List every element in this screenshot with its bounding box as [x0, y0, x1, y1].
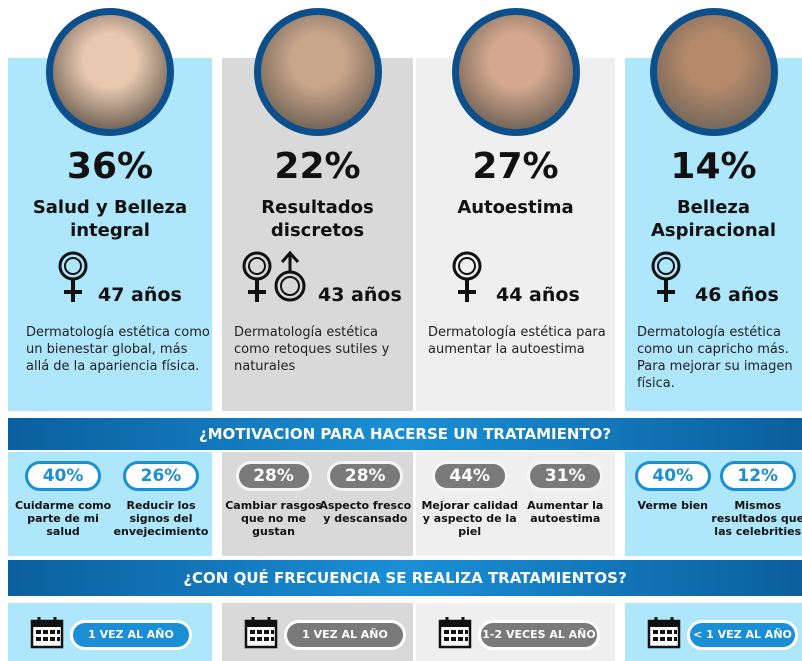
- percent: 27%: [416, 146, 615, 187]
- calendar-icon: [30, 615, 64, 649]
- photo: [650, 8, 778, 136]
- segment-title: Salud y Belleza integral: [18, 196, 202, 242]
- infographic: ¿MOTIVACION PARA HACERSE UN TRATAMIENTO?…: [0, 0, 802, 661]
- frequency-banner: ¿CON QUÉ FRECUENCIA SE REALIZA TRATAMIEN…: [8, 560, 802, 596]
- motivation-label: Aumentar la autoestima: [515, 499, 615, 525]
- frequency: 1-2 VECES AL AÑO: [478, 620, 600, 650]
- motivation-label: Cuidarme como parte de mi salud: [13, 499, 113, 538]
- age: 43 años: [318, 284, 402, 306]
- frequency: 1 VEZ AL AÑO: [284, 620, 406, 650]
- motivation-percent: 26%: [123, 461, 199, 491]
- motivation-percent: 44%: [432, 461, 508, 491]
- segment-title: Belleza Aspiracional: [635, 196, 792, 242]
- description: Dermatología estética como un capricho m…: [637, 324, 794, 392]
- age: 44 años: [496, 284, 580, 306]
- motivation-percent: 12%: [720, 461, 796, 491]
- motivation-label: Cambiar rasgos que no me gustan: [224, 499, 324, 538]
- percent: 36%: [8, 146, 212, 187]
- motivation-label: Mismos resultados que las celebrities: [708, 499, 802, 538]
- motivation-percent: 40%: [25, 461, 101, 491]
- calendar: [244, 615, 278, 653]
- photo: [254, 8, 382, 136]
- calendar-icon: [438, 615, 472, 649]
- motivation-label: Reducir los signos del envejecimiento: [111, 499, 211, 538]
- motivation-label: Aspecto fresco y descansado: [315, 499, 415, 525]
- segment-title: Resultados discretos: [232, 196, 403, 242]
- female-icon: [450, 250, 484, 306]
- age: 46 años: [695, 284, 779, 306]
- description: Dermatología estética como retoques suti…: [234, 324, 405, 375]
- motivation-percent: 28%: [327, 461, 403, 491]
- motivation-percent: 31%: [527, 461, 603, 491]
- photo: [452, 8, 580, 136]
- percent: 14%: [625, 146, 802, 187]
- motivation-banner: ¿MOTIVACION PARA HACERSE UN TRATAMIENTO?: [8, 418, 802, 450]
- female-icon: [649, 250, 683, 306]
- motivation-percent: 28%: [236, 461, 312, 491]
- description: Dermatología estética para aumentar la a…: [428, 324, 607, 358]
- percent: 22%: [222, 146, 413, 187]
- motivation-percent: 40%: [635, 461, 711, 491]
- calendar-icon: [244, 615, 278, 649]
- description: Dermatología estética como un bienestar …: [26, 324, 210, 375]
- calendar-icon: [647, 615, 681, 649]
- frequency: < 1 VEZ AL AÑO: [687, 620, 798, 650]
- photo: [46, 8, 174, 136]
- calendar: [647, 615, 681, 653]
- segment-title: Autoestima: [426, 196, 605, 219]
- male-icon: [272, 250, 308, 306]
- female-icon: [240, 250, 274, 306]
- female-icon: [56, 250, 90, 306]
- calendar: [438, 615, 472, 653]
- frequency: 1 VEZ AL AÑO: [70, 620, 192, 650]
- motivation-label: Mejorar calidad y aspecto de la piel: [420, 499, 520, 538]
- age: 47 años: [98, 284, 182, 306]
- calendar: [30, 615, 64, 653]
